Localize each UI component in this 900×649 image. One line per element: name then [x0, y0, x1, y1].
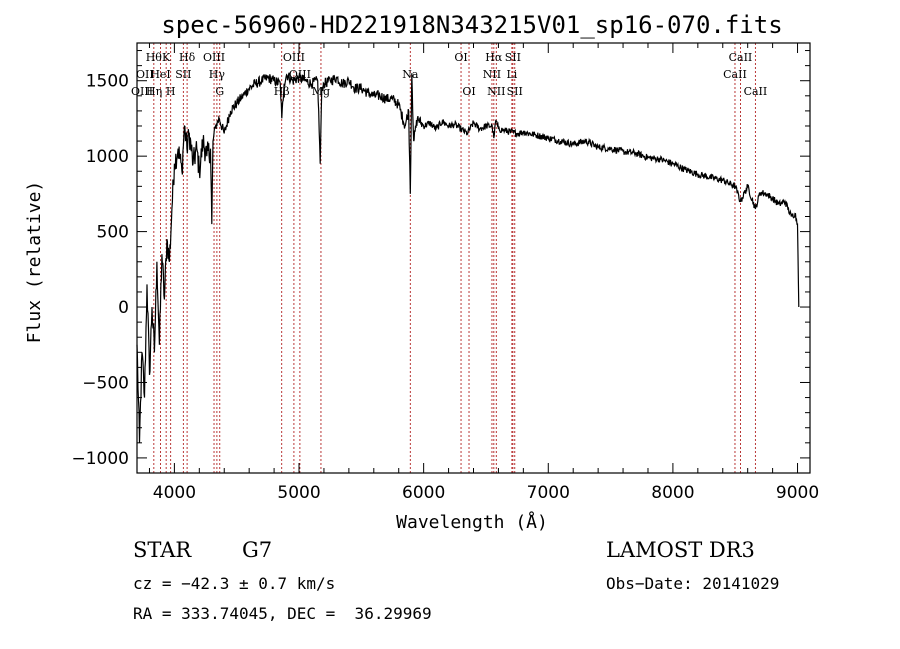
y-axis-title: Flux (relative) [24, 181, 45, 344]
marker-label: CaII [723, 68, 747, 81]
survey-name: LAMOST DR3 [606, 538, 755, 562]
marker-label: Hθ [146, 51, 163, 64]
marker-label: OIII [283, 51, 305, 64]
marker-label: OIII [203, 51, 225, 64]
marker-label: G [215, 85, 224, 98]
marker-label: NII [483, 68, 501, 81]
x-tick-label: 8000 [651, 483, 694, 503]
marker-label: Mg [312, 85, 330, 98]
y-tick-label: −500 [82, 373, 129, 393]
marker-label: Hα [485, 51, 503, 64]
x-tick-label: 7000 [527, 483, 570, 503]
marker-label: Hβ [274, 85, 290, 98]
marker-label: SII [175, 68, 191, 81]
marker-label: Na [402, 68, 419, 81]
spectrum-chart: spec-56960-HD221918N343215V01_sp16-070.f… [24, 11, 819, 533]
marker-label: CaII [729, 51, 753, 64]
chart-title: spec-56960-HD221918N343215V01_sp16-070.f… [161, 11, 782, 39]
y-tick-label: 0 [118, 298, 129, 318]
marker-label: Hγ [209, 68, 226, 81]
y-tick-label: 1000 [86, 147, 129, 167]
x-axis-title: Wavelength (Å) [396, 511, 548, 533]
line-markers [153, 43, 756, 473]
redshift-text: cz = −42.3 ± 0.7 km/s [133, 574, 336, 593]
marker-label: HeI [150, 68, 170, 81]
y-tick-label: −1000 [71, 449, 129, 469]
marker-label: K [162, 51, 171, 64]
marker-label: NII [487, 85, 505, 98]
y-tick-label: 1500 [86, 72, 129, 92]
marker-label: CaII [744, 85, 768, 98]
y-axis: −1000 −500 0 500 1000 1500 [71, 50, 810, 469]
marker-label: OII [136, 68, 154, 81]
obs-date-text: Obs−Date: 20141029 [606, 574, 780, 593]
x-tick-label: 9000 [776, 483, 819, 503]
marker-label: Hδ [179, 51, 196, 64]
radec-text: RA = 333.74045, DEC = 36.29969 [133, 604, 432, 623]
marker-label: H [166, 85, 176, 98]
y-tick-label: 500 [97, 223, 129, 243]
x-axis: 4000 5000 6000 7000 8000 9000 [148, 43, 819, 503]
marker-label: OI [462, 85, 475, 98]
x-tick-label: 4000 [153, 483, 196, 503]
marker-label: OI [454, 51, 467, 64]
marker-label: Li [506, 68, 517, 81]
plot-frame [136, 42, 811, 474]
subclass: G7 [242, 538, 273, 562]
x-tick-label: 5000 [277, 483, 320, 503]
object-class: STAR [133, 538, 192, 562]
marker-label: Hη [146, 85, 162, 98]
x-tick-label: 6000 [402, 483, 445, 503]
marker-label: SII [507, 85, 523, 98]
marker-label: SII [505, 51, 521, 64]
spectrum-line [136, 72, 800, 443]
